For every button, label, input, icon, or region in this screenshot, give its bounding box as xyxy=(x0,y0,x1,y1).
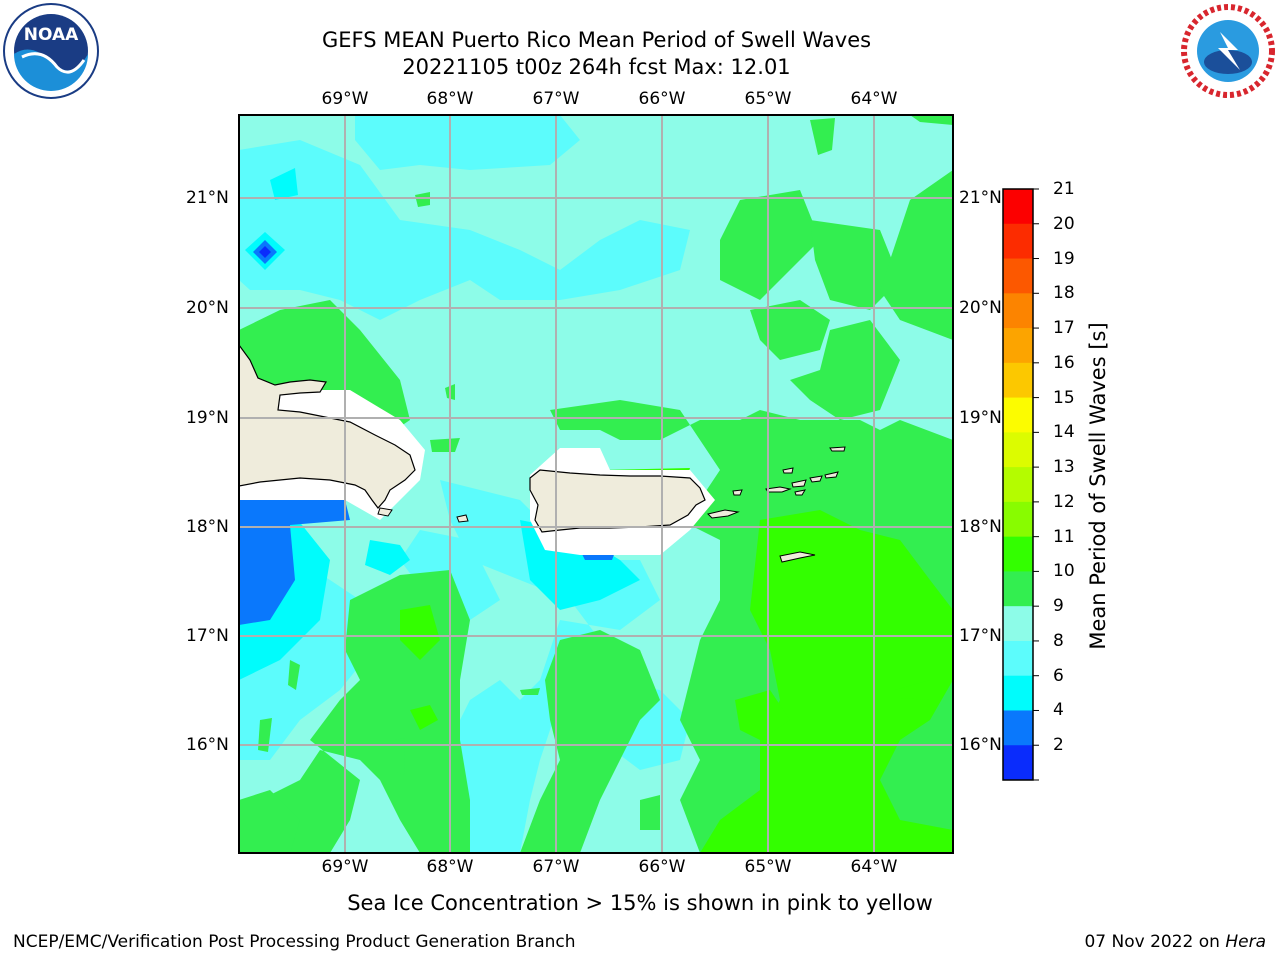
contour-11-12s xyxy=(400,468,953,853)
colorbar-swatch xyxy=(1003,258,1033,294)
colorbar-swatch xyxy=(1003,293,1033,329)
lon-label-bottom: 69°W xyxy=(321,857,369,877)
lon-label-top: 68°W xyxy=(426,89,474,109)
colorbar-tick-label: 21 xyxy=(1053,179,1075,199)
chart-subtitle: 20221105 t00z 264h fcst Max: 12.01 xyxy=(402,55,791,79)
colorbar-tick-label: 2 xyxy=(1053,735,1064,756)
lon-label-bottom: 66°W xyxy=(638,857,686,877)
lon-label-bottom: 67°W xyxy=(532,857,580,877)
colorbar-tick-label: 16 xyxy=(1053,352,1075,373)
colorbar-tick-label: 14 xyxy=(1053,422,1075,443)
colorbar-tick-label: 17 xyxy=(1053,318,1075,339)
lat-label-left: 20°N xyxy=(186,298,229,318)
colorbar-swatch xyxy=(1003,501,1033,538)
lat-label-right: 19°N xyxy=(959,408,1002,428)
colorbar-frame xyxy=(1002,188,1034,781)
lat-label-left: 16°N xyxy=(186,735,229,755)
sea-ice-note: Sea Ice Concentration > 15% is shown in … xyxy=(347,891,933,915)
colorbar-tick-label: 20 xyxy=(1053,213,1075,234)
lat-label-right: 16°N xyxy=(959,735,1002,755)
colorbar-swatch xyxy=(1003,397,1033,433)
colorbar-tick-label: 15 xyxy=(1053,387,1075,408)
lat-label-left: 19°N xyxy=(186,408,229,428)
colorbar-swatch xyxy=(1003,710,1033,746)
colorbar-swatch xyxy=(1003,467,1033,503)
hispaniola-land xyxy=(239,343,416,509)
lat-label-left: 18°N xyxy=(186,517,229,537)
lon-label-top: 69°W xyxy=(321,89,369,109)
colorbar-tick-label: 13 xyxy=(1053,457,1075,478)
lon-label-top: 65°W xyxy=(744,89,792,109)
noaa-logo-text: NOAA xyxy=(24,25,79,45)
colorbar-swatch xyxy=(1003,362,1033,399)
colorbar-tick-label: 9 xyxy=(1053,596,1064,617)
colorbar-swatch xyxy=(1003,189,1033,225)
footer-date: 07 Nov 2022 on Hera xyxy=(1084,932,1266,952)
lon-label-top: 67°W xyxy=(532,89,580,109)
colorbar-swatch xyxy=(1003,606,1033,642)
colorbar-tick-label: 12 xyxy=(1053,491,1075,512)
colorbar-tick-label: 6 xyxy=(1053,665,1064,686)
noaa-logo-icon: NOAA xyxy=(2,2,100,100)
colorbar-swatch xyxy=(1003,640,1033,677)
contour-2-4s xyxy=(259,246,271,258)
nws-logo-icon xyxy=(1178,2,1278,100)
lon-label-top: 64°W xyxy=(850,89,898,109)
graticule xyxy=(239,115,953,853)
footer-host: Hera xyxy=(1225,932,1266,952)
chart-title: GEFS MEAN Puerto Rico Mean Period of Swe… xyxy=(321,28,872,52)
lon-label-bottom: 65°W xyxy=(744,857,792,877)
lon-label-bottom: 64°W xyxy=(850,857,898,877)
lat-label-right: 21°N xyxy=(959,188,1002,208)
colorbar-swatch xyxy=(1003,223,1033,260)
colorbar-tick-label: 18 xyxy=(1053,283,1075,304)
colorbar-tick-label: 11 xyxy=(1053,526,1075,547)
colorbar-swatch xyxy=(1003,745,1033,781)
colorbar-swatch xyxy=(1003,328,1033,364)
colorbar-tick-label: 10 xyxy=(1053,561,1075,582)
footer-date-text: 07 Nov 2022 on xyxy=(1084,932,1226,952)
colorbar-tick-label: 19 xyxy=(1053,248,1075,269)
lat-label-right: 17°N xyxy=(959,626,1002,646)
colorbar-swatch xyxy=(1003,675,1033,711)
lat-label-left: 17°N xyxy=(186,626,229,646)
footer-branch: NCEP/EMC/Verification Post Processing Pr… xyxy=(13,932,576,952)
colorbar-tick-label: 8 xyxy=(1053,630,1064,651)
colorbar-swatch xyxy=(1003,536,1033,572)
lat-label-right: 20°N xyxy=(959,298,1002,318)
lon-label-top: 66°W xyxy=(638,89,686,109)
colorbar-swatch xyxy=(1003,571,1033,607)
colorbar-tick-label: 4 xyxy=(1053,700,1064,721)
colorbar-swatch xyxy=(1003,432,1033,468)
colorbar-title: Mean Period of Swell Waves [s] xyxy=(1086,322,1110,650)
lon-label-bottom: 68°W xyxy=(426,857,474,877)
lat-label-right: 18°N xyxy=(959,517,1002,537)
lat-label-left: 21°N xyxy=(186,188,229,208)
